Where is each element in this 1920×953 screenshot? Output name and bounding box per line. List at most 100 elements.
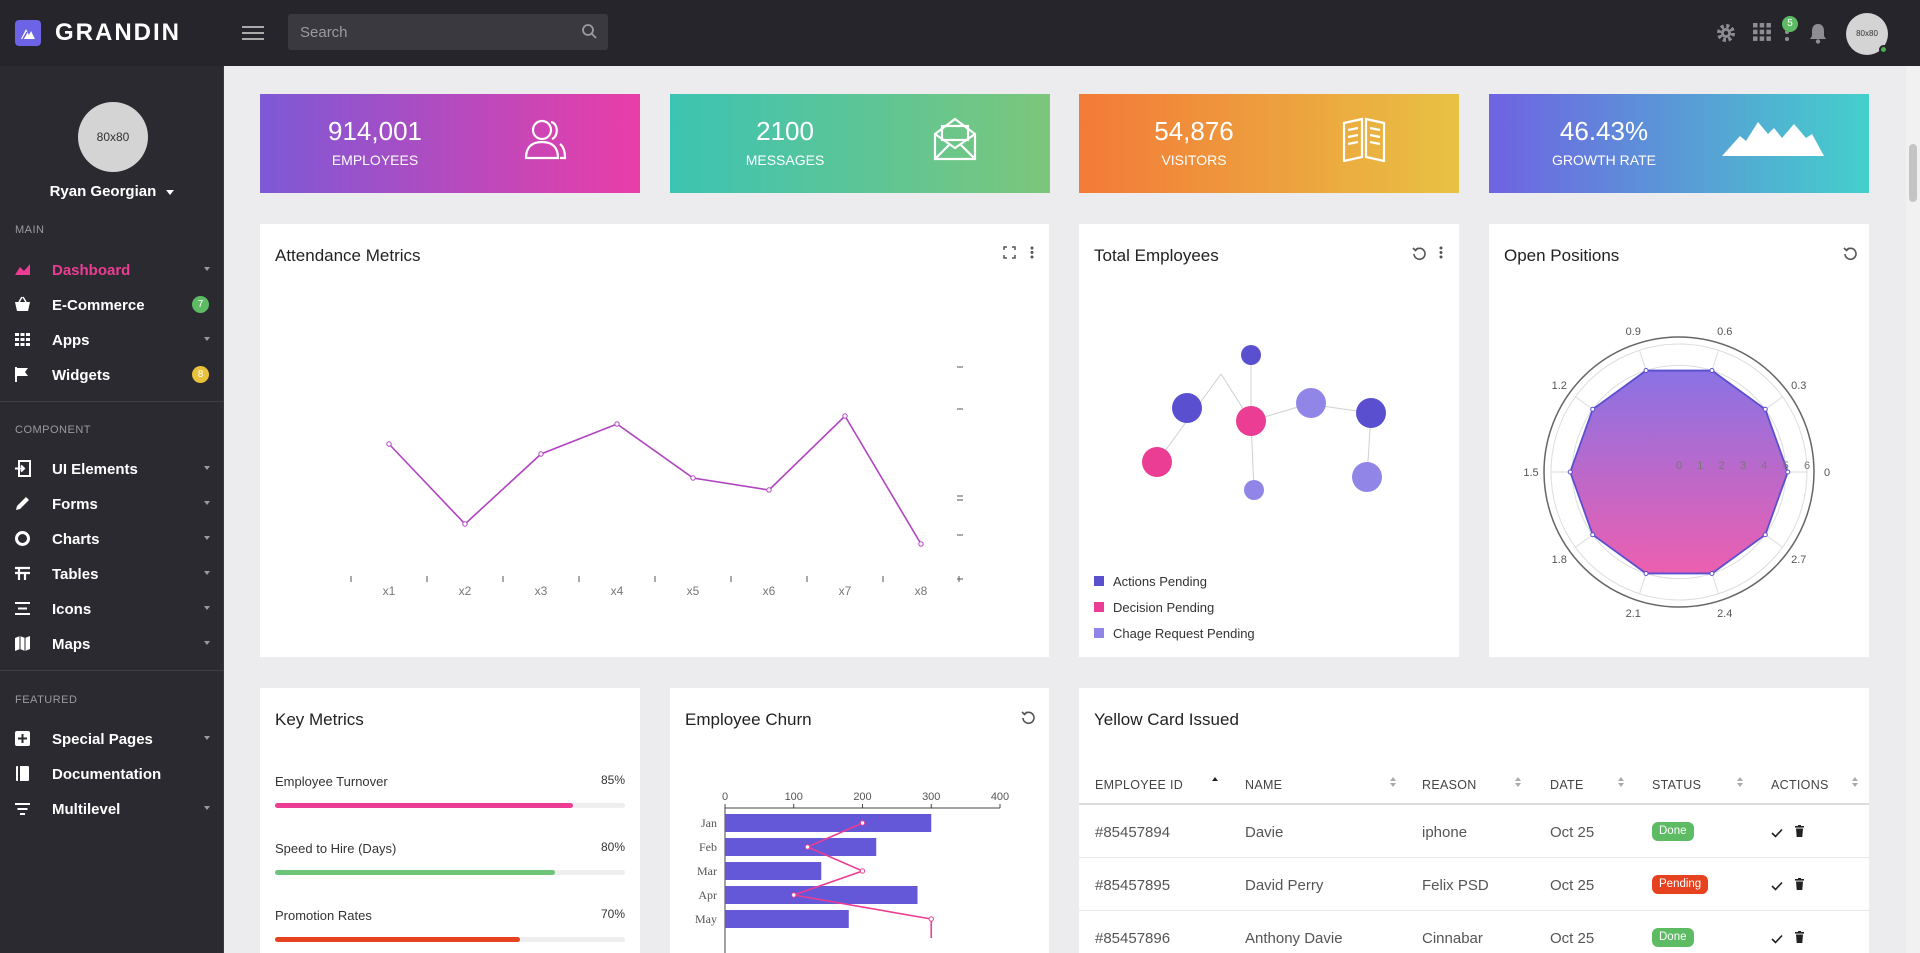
bell-icon[interactable] — [1808, 22, 1828, 49]
book-icon — [14, 765, 31, 782]
more-vertical-icon[interactable] — [1030, 246, 1034, 264]
column-header[interactable]: EMPLOYEE ID — [1095, 778, 1184, 792]
radar-point — [1643, 368, 1649, 374]
check-icon[interactable] — [1771, 931, 1783, 948]
brand[interactable]: GRANDIN — [15, 19, 181, 47]
search-icon[interactable] — [581, 23, 598, 45]
check-icon[interactable] — [1771, 825, 1783, 842]
sidebar-badge: 7 — [192, 296, 209, 313]
sort-icon[interactable] — [1514, 775, 1522, 794]
column-header[interactable]: NAME — [1245, 778, 1283, 792]
radar-point — [1762, 406, 1768, 412]
sidebar-item-apps[interactable]: Apps — [0, 322, 224, 357]
brand-name: GRANDIN — [55, 19, 181, 46]
trash-icon[interactable] — [1795, 877, 1804, 894]
radar-point — [1590, 532, 1596, 538]
employee-network-chart — [1142, 345, 1386, 500]
cell-reason: Cinnabar — [1422, 930, 1483, 947]
sidebar-item-special-pages[interactable]: Special Pages — [0, 721, 224, 756]
trash-icon[interactable] — [1795, 930, 1804, 947]
radar-point — [1709, 368, 1715, 374]
column-header[interactable]: STATUS — [1652, 778, 1702, 792]
sidebar-item-ecommerce[interactable]: E-Commerce 7 — [0, 287, 224, 322]
radar-axis-label: 2.4 — [1717, 608, 1732, 620]
refresh-icon[interactable] — [1412, 246, 1427, 266]
sidebar-item-tables[interactable]: Tables — [0, 556, 224, 591]
check-icon[interactable] — [1771, 878, 1783, 895]
sidebar-item-ui-elements[interactable]: UI Elements — [0, 451, 224, 486]
card-title: Key Metrics — [275, 710, 364, 729]
x-tick-label: x2 — [459, 584, 472, 598]
column-header[interactable]: REASON — [1422, 778, 1477, 792]
trash-icon[interactable] — [1795, 824, 1804, 841]
table-row: #85457894 Davie iphone Oct 25 Done — [1079, 805, 1869, 858]
sidebar-item-forms[interactable]: Forms — [0, 486, 224, 521]
user-avatar-text: 80x80 — [1856, 29, 1878, 38]
attendance-metrics-card: Attendance Metrics x1 x2 x3 x4 x5 x6 x7 x8 — [260, 224, 1049, 657]
sidebar-item-documentation[interactable]: Documentation — [0, 756, 224, 791]
data-point — [859, 868, 866, 874]
yellow-card-card: Yellow Card Issued EMPLOYEE ID NAME REAS… — [1079, 688, 1869, 953]
sidebar-item-dashboard[interactable]: Dashboard — [0, 252, 224, 287]
sidebar-item-icons[interactable]: Icons — [0, 591, 224, 626]
sidebar-item-widgets[interactable]: Widgets 8 — [0, 357, 224, 392]
profile-avatar[interactable]: 80x80 — [78, 102, 148, 172]
radar-axis-label: 1.2 — [1552, 380, 1567, 392]
metric-progress-bar — [275, 870, 625, 875]
sidebar-item-label: Icons — [52, 601, 92, 618]
sidebar-item-charts[interactable]: Charts — [0, 521, 224, 556]
legend-swatch — [1094, 576, 1104, 586]
x-tick-label: x1 — [383, 584, 396, 598]
sidebar-item-multilevel[interactable]: Multilevel — [0, 791, 224, 826]
sidebar-section-component: COMPONENT — [15, 424, 91, 436]
network-node — [1352, 462, 1382, 492]
profile-name-dropdown[interactable]: Ryan Georgian — [0, 183, 224, 200]
sort-icon[interactable] — [1736, 775, 1744, 794]
caret-down-icon — [204, 466, 210, 470]
sort-icon[interactable] — [1389, 775, 1397, 794]
legend-item[interactable]: Actions Pending — [1094, 568, 1255, 594]
radar-axis-label: 0.9 — [1626, 326, 1641, 338]
network-node — [1236, 406, 1266, 436]
user-avatar[interactable]: 80x80 — [1846, 13, 1888, 55]
stat-card-growth-rate: 46.43% GROWTH RATE — [1489, 94, 1869, 193]
radar-axis-label: 0 — [1824, 467, 1830, 479]
sort-icon[interactable] — [1851, 775, 1859, 794]
bar — [725, 814, 932, 832]
legend-swatch — [1094, 628, 1104, 638]
stat-value: 46.43% — [1559, 116, 1649, 146]
sort-icon[interactable] — [1617, 775, 1625, 794]
more-vertical-icon[interactable] — [1439, 246, 1443, 264]
sort-asc-icon[interactable] — [1211, 775, 1219, 794]
legend-item[interactable]: Decision Pending — [1094, 594, 1255, 620]
refresh-icon[interactable] — [1021, 710, 1036, 730]
fullscreen-icon[interactable] — [1003, 246, 1016, 264]
legend-label: Decision Pending — [1113, 599, 1215, 615]
gear-icon[interactable] — [1715, 22, 1737, 49]
legend-label: Actions Pending — [1113, 573, 1207, 589]
caret-down-icon — [204, 571, 210, 575]
scrollbar-thumb[interactable] — [1909, 144, 1917, 202]
metric-percent: 70% — [600, 907, 625, 921]
legend-item[interactable]: Chage Request Pending — [1094, 620, 1255, 646]
y-tick-label: Apr — [698, 888, 717, 902]
metric-label: Promotion Rates — [275, 908, 372, 923]
page-scrollbar[interactable] — [1906, 66, 1920, 953]
apps-grid-icon[interactable] — [1752, 22, 1772, 47]
attendance-line-chart: x1 x2 x3 x4 x5 x6 x7 x8 — [350, 366, 963, 598]
refresh-icon[interactable] — [1843, 246, 1858, 266]
x-tick-label: 0 — [722, 791, 728, 803]
sidebar-section-main: MAIN — [15, 224, 45, 236]
sidebar-item-maps[interactable]: Maps — [0, 626, 224, 661]
column-header[interactable]: ACTIONS — [1771, 778, 1829, 792]
card-title: Attendance Metrics — [275, 246, 421, 265]
data-point — [859, 820, 866, 826]
column-header[interactable]: DATE — [1550, 778, 1584, 792]
menu-toggle-icon[interactable] — [242, 22, 264, 44]
metric-label: Speed to Hire (Days) — [275, 841, 397, 856]
network-node — [1244, 480, 1264, 500]
employee-churn-card: Employee Churn 0 100 200 300 400 Jan Feb Mar Apr… — [670, 688, 1049, 953]
search-input[interactable] — [300, 14, 560, 50]
cell-employee-id: #85457896 — [1095, 930, 1171, 947]
table-row: #85457895 David Perry Felix PSD Oct 25 P… — [1079, 858, 1869, 911]
